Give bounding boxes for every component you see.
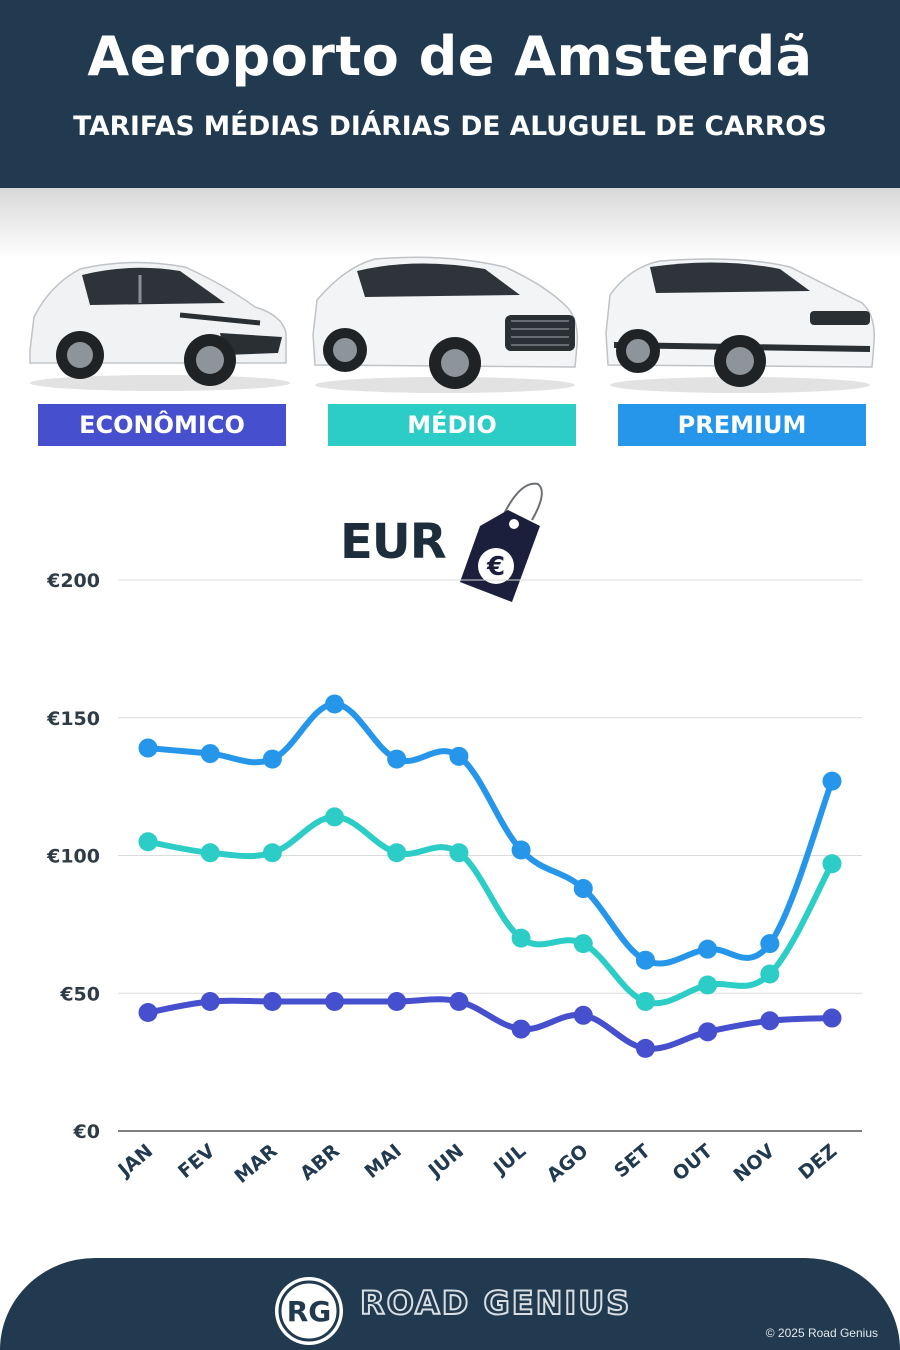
data-point <box>760 964 780 984</box>
x-tick-label: JUN <box>423 1140 468 1183</box>
y-tick-label: €150 <box>46 708 100 730</box>
x-tick-label: ABR <box>296 1140 344 1185</box>
data-point <box>573 879 593 899</box>
x-tick-label: DEZ <box>794 1140 841 1184</box>
road-genius-logo-icon: RG <box>275 1277 343 1345</box>
economy-car-image <box>29 261 290 391</box>
data-point <box>760 1011 780 1031</box>
data-point <box>200 843 220 863</box>
header-banner: Aeroporto de Amsterdã TARIFAS MÉDIAS DIÁ… <box>0 0 900 188</box>
data-point <box>200 992 220 1012</box>
data-point <box>387 992 407 1012</box>
data-point <box>511 928 531 948</box>
y-tick-label: €100 <box>46 846 100 868</box>
x-tick-label: FEV <box>174 1140 220 1183</box>
page-title: Aeroporto de Amsterdã <box>87 25 813 88</box>
copyright-text: © 2025 Road Genius <box>765 1326 878 1340</box>
chart-grid <box>118 579 862 1132</box>
medium-badge: MÉDIO <box>328 404 576 446</box>
data-point <box>698 1022 718 1042</box>
data-point <box>511 1019 531 1039</box>
data-point <box>325 694 345 714</box>
data-point <box>511 840 531 860</box>
header-shadow <box>0 188 900 258</box>
data-point <box>262 992 282 1012</box>
footer-bar: RG ROAD GENIUS © 2025 Road Genius <box>0 1258 900 1350</box>
data-point <box>449 843 469 863</box>
data-point <box>635 950 655 970</box>
data-point <box>387 749 407 769</box>
x-tick-label: MAI <box>361 1140 406 1183</box>
data-point <box>325 992 345 1012</box>
x-axis: JAN FEV MAR ABR MAI JUN JUL AGO SET OUT NOV DEZ <box>113 1140 842 1188</box>
data-point <box>573 934 593 954</box>
y-tick-label: €200 <box>46 570 100 592</box>
y-tick-label: €0 <box>73 1121 100 1143</box>
x-tick-label: JAN <box>113 1140 158 1182</box>
series-line <box>145 996 835 1052</box>
y-axis: €0 €50 €100 €150 €200 <box>46 570 100 1143</box>
data-point <box>822 771 842 791</box>
x-tick-label: JUL <box>488 1140 530 1180</box>
data-point <box>138 1003 158 1023</box>
data-point <box>138 738 158 758</box>
data-point <box>822 854 842 874</box>
premium-badge: PREMIUM <box>618 404 866 446</box>
data-point <box>262 843 282 863</box>
price-tag-icon: € <box>460 482 543 602</box>
data-point <box>635 1038 655 1058</box>
data-point <box>698 975 718 995</box>
data-point <box>325 807 345 827</box>
data-point <box>822 1008 842 1028</box>
currency-label: EUR <box>340 514 447 570</box>
x-tick-label: AGO <box>543 1140 593 1187</box>
data-point <box>387 843 407 863</box>
data-point <box>698 939 718 959</box>
data-point <box>635 992 655 1012</box>
data-point <box>200 744 220 764</box>
rental-rates-chart: €0 €50 €100 €150 €200 JAN FEV MAR ABR MAI JUN JUL A… <box>46 570 862 1188</box>
x-tick-label: NOV <box>729 1140 779 1187</box>
series-line <box>145 813 835 1007</box>
data-point <box>449 992 469 1012</box>
brand-name: ROAD GENIUS <box>359 1283 632 1323</box>
medium-car-image <box>312 256 579 393</box>
logo-text: RG <box>287 1295 332 1328</box>
economy-badge: ECONÔMICO <box>38 404 286 446</box>
x-tick-label: OUT <box>669 1140 717 1186</box>
x-tick-label: SET <box>610 1140 655 1182</box>
chart-series <box>138 694 842 1058</box>
data-point <box>449 746 469 766</box>
x-tick-label: MAR <box>230 1140 281 1188</box>
data-point <box>760 934 780 954</box>
series-line <box>145 700 835 967</box>
premium-car-image <box>605 258 875 393</box>
y-tick-label: €50 <box>59 983 100 1005</box>
data-point <box>262 749 282 769</box>
data-point <box>573 1005 593 1025</box>
data-point <box>138 832 158 852</box>
euro-symbol: € <box>486 552 505 582</box>
page-subtitle: TARIFAS MÉDIAS DIÁRIAS DE ALUGUEL DE CAR… <box>73 111 827 142</box>
